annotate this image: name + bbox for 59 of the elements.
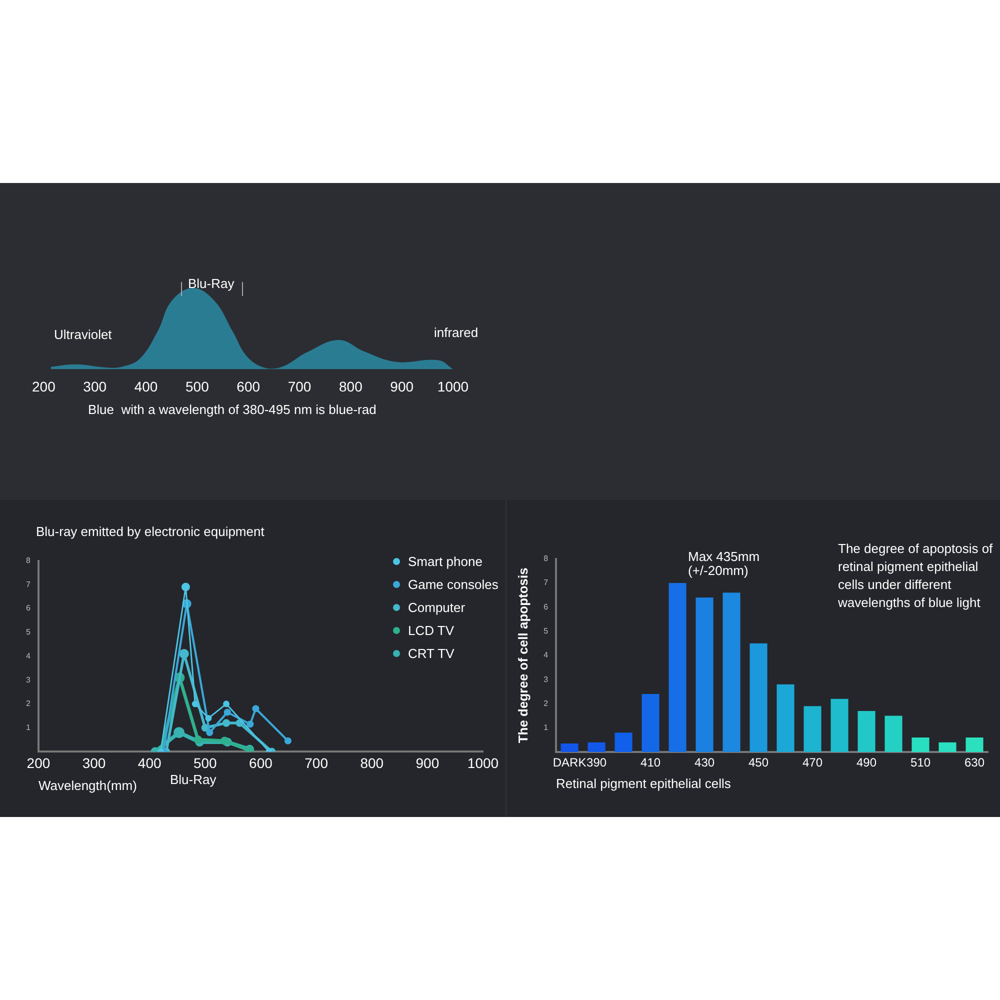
text: Blu-Ray: [170, 772, 216, 787]
x-tick-label: 600: [249, 754, 273, 771]
x-tick-label: 900: [390, 378, 414, 394]
x-axis-title: Retinal pigment epithelial cells: [556, 776, 732, 791]
y-tick-label: 3: [544, 674, 549, 684]
legend-label: LCD TV: [408, 623, 454, 638]
y-tick-label: 6: [544, 602, 549, 612]
y-tick-label: 7: [544, 578, 549, 588]
y-tick-label: 2: [544, 698, 549, 708]
x-tick-label: 1000: [437, 378, 469, 394]
legend-label: Smart phone: [408, 554, 482, 569]
text: The degree of apoptosis of retinal pigment epithelial cells under different wavelengths of blue light: [838, 540, 994, 612]
y-tick-label: 5: [26, 628, 31, 637]
chart-title: Blu-ray emitted by electronic equipment: [36, 523, 266, 541]
annotation: Max 435mm (+/-20mm): [688, 549, 760, 578]
legend-label: CRT TV: [408, 646, 454, 661]
y-axis-title: The degree of cell apoptosis: [515, 568, 530, 744]
y-tick-label: 1: [544, 723, 549, 732]
x-tick-label: 1000: [467, 754, 499, 771]
x-tick-label: 470: [802, 756, 823, 770]
x-tick-label: 200: [32, 378, 56, 394]
annotation: Ultraviolet: [54, 327, 112, 342]
x-tick-label: 450: [748, 756, 769, 770]
x-tick-label: 800: [360, 754, 384, 771]
x-tick-label: 410: [640, 756, 661, 770]
x-tick-label: 300: [82, 754, 106, 771]
x-tick-label: 500: [185, 378, 210, 394]
x-tick-label: 390: [586, 756, 607, 770]
x-axis-title: Wavelength(mm): [38, 778, 137, 793]
x-tick-label: 800: [338, 378, 363, 394]
y-tick-label: 2: [26, 699, 31, 708]
x-tick-label: 510: [910, 756, 931, 770]
legend-label: Computer: [408, 600, 466, 615]
x-tick-label: 900: [416, 754, 440, 771]
x-tick-label: 300: [83, 378, 107, 394]
x-tick-label: 400: [138, 754, 162, 771]
y-tick-label: 3: [26, 675, 31, 684]
annotation: infrared: [434, 325, 478, 340]
x-tick-label: 600: [236, 378, 260, 394]
x-tick-label: 430: [694, 756, 715, 770]
y-tick-label: 8: [544, 554, 549, 564]
y-tick-label: 5: [544, 626, 549, 636]
x-tick-label: 400: [134, 378, 158, 394]
text: Blue with a wavelength of 380-495 nm is blue-rad: [88, 402, 376, 417]
y-tick-label: 7: [26, 580, 31, 589]
y-tick-label: 4: [26, 651, 31, 660]
x-tick-label: 200: [26, 754, 50, 771]
x-tick-label: DARK: [552, 756, 586, 770]
x-tick-label: 490: [856, 756, 877, 770]
annotation: Blu-Ray: [188, 276, 234, 291]
y-tick-label: 4: [544, 650, 549, 660]
x-tick-label: 700: [288, 378, 312, 394]
y-tick-label: 6: [26, 604, 31, 613]
legend-label: Game consoles: [408, 577, 498, 592]
x-tick-label: 630: [964, 756, 985, 770]
x-tick-label: 700: [304, 754, 328, 771]
y-tick-label: 1: [26, 722, 31, 732]
y-tick-label: 8: [26, 556, 31, 566]
x-tick-label: 500: [193, 754, 218, 771]
